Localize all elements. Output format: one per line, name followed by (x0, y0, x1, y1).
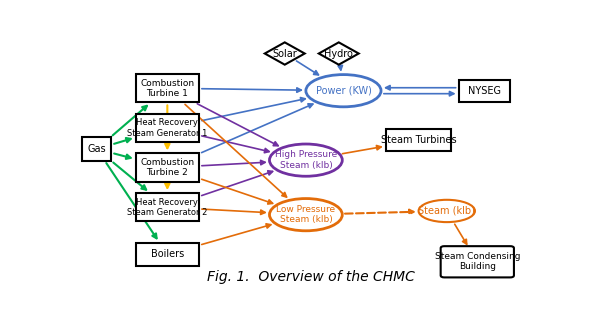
Text: Steam (klb): Steam (klb) (418, 206, 475, 216)
Text: Steam Turbines: Steam Turbines (381, 135, 456, 145)
FancyBboxPatch shape (136, 242, 199, 266)
FancyBboxPatch shape (385, 129, 451, 151)
Text: Solar: Solar (272, 49, 297, 59)
Text: High Pressure
Steam (klb): High Pressure Steam (klb) (275, 150, 337, 170)
Text: Gas: Gas (88, 144, 106, 154)
Text: Power (KW): Power (KW) (316, 86, 371, 96)
Text: Fig. 1.  Overview of the CHMC: Fig. 1. Overview of the CHMC (207, 270, 415, 284)
FancyBboxPatch shape (459, 80, 510, 102)
Text: Low Pressure
Steam (klb): Low Pressure Steam (klb) (276, 205, 336, 224)
Ellipse shape (270, 199, 342, 231)
Polygon shape (319, 43, 359, 65)
FancyBboxPatch shape (136, 74, 199, 102)
FancyBboxPatch shape (441, 246, 514, 278)
Text: Steam Condensing
Building: Steam Condensing Building (435, 252, 520, 271)
Text: Boilers: Boilers (151, 249, 184, 259)
Text: Combustion
Turbine 1: Combustion Turbine 1 (140, 79, 195, 98)
FancyBboxPatch shape (136, 114, 199, 142)
FancyBboxPatch shape (136, 153, 199, 182)
Polygon shape (265, 43, 305, 65)
Text: Heat Recovery
Steam Generator 2: Heat Recovery Steam Generator 2 (127, 197, 207, 217)
FancyBboxPatch shape (136, 193, 199, 222)
FancyBboxPatch shape (82, 137, 112, 161)
Text: Hydro: Hydro (324, 49, 353, 59)
Ellipse shape (270, 144, 342, 176)
Text: Combustion
Turbine 2: Combustion Turbine 2 (140, 158, 195, 177)
Text: NYSEG: NYSEG (468, 86, 501, 96)
Text: Heat Recovery
Steam Generator 1: Heat Recovery Steam Generator 1 (127, 118, 207, 137)
Ellipse shape (306, 75, 381, 107)
Ellipse shape (419, 200, 475, 222)
